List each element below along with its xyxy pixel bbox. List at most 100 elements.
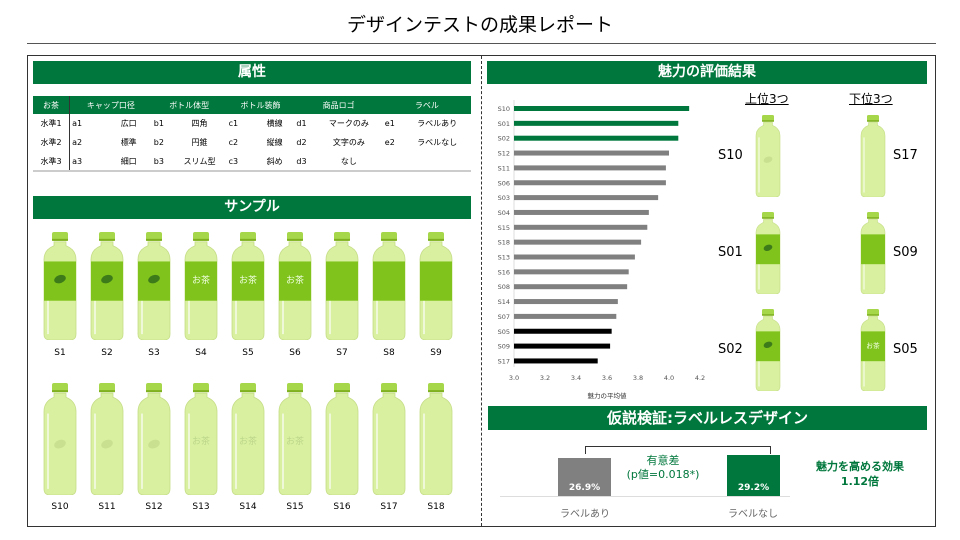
category-label-yes: ラベルあり xyxy=(560,509,610,520)
x-tick-label: 3.8 xyxy=(633,374,643,382)
top-ranked-bottle xyxy=(753,212,783,298)
bottle-icon xyxy=(325,383,359,496)
attribute-value: ラベルあり xyxy=(417,119,458,128)
sample-bottle: お茶 xyxy=(228,383,268,499)
attribute-value: 縦線 xyxy=(266,138,283,147)
bottle-icon xyxy=(755,212,781,295)
attribute-value: 四角 xyxy=(191,119,208,128)
top-ranked-bottle xyxy=(753,309,783,395)
attribute-code: a3 xyxy=(69,152,106,172)
attribute-code: e1 xyxy=(384,119,395,128)
bottle-icon xyxy=(137,383,171,496)
sample-name: S11 xyxy=(98,502,116,512)
bar-S18 xyxy=(514,239,642,245)
attribute-code: c1 xyxy=(228,119,239,128)
attribute-code: a2 xyxy=(72,138,83,147)
bottle-icon xyxy=(43,383,77,496)
category-tick-label: S01 xyxy=(498,120,510,128)
bottom-ranked-bottle: お茶 xyxy=(858,309,888,395)
sample-bottle xyxy=(87,232,127,344)
bottle-icon: お茶 xyxy=(860,309,886,392)
column-header: 商品ロゴ xyxy=(294,96,383,114)
attribute-value: ラベルなし xyxy=(417,138,458,147)
bar-S14 xyxy=(514,299,618,305)
x-axis-label: 魅力の平均値 xyxy=(588,391,628,400)
sample-bottle xyxy=(40,383,80,499)
bottle-icon xyxy=(419,383,453,496)
svg-text:お茶: お茶 xyxy=(192,435,210,447)
bottle-icon xyxy=(419,232,453,341)
sample-name: S1 xyxy=(54,348,66,358)
category-tick-label: S17 xyxy=(498,357,510,365)
effect-title: 魅力を高める効果 xyxy=(816,460,904,473)
bottom-ranked-bottle xyxy=(858,115,888,201)
bar-S07 xyxy=(514,313,617,319)
category-tick-label: S15 xyxy=(498,224,510,232)
bar-label-no: 29.2% xyxy=(727,455,780,496)
bottom3-title: 下位3つ xyxy=(849,92,893,106)
attribute-code: a1 xyxy=(72,119,83,128)
hypothesis-baseline xyxy=(500,496,790,497)
bar-S15 xyxy=(514,224,648,230)
sample-bottle: お茶 xyxy=(181,383,221,499)
svg-text:お茶: お茶 xyxy=(286,435,304,447)
sample-bottle xyxy=(87,383,127,499)
sample-name: S14 xyxy=(239,502,257,512)
column-header: ボトル体型 xyxy=(151,96,227,114)
hypothesis-header: 仮説検証:ラベルレスデザイン xyxy=(488,406,927,430)
sample-bottle xyxy=(134,232,174,344)
attribute-code: d1 xyxy=(296,119,307,128)
category-tick-label: S07 xyxy=(498,313,510,321)
significance-bracket xyxy=(585,446,771,454)
bottom-ranked-name: S17 xyxy=(893,148,918,163)
attribute-code: c2 xyxy=(228,138,239,147)
category-tick-label: S14 xyxy=(498,298,510,306)
bar-S05 xyxy=(514,328,612,334)
effect-value: 1.12倍 xyxy=(840,475,880,488)
attribute-value: スリム型 xyxy=(172,152,227,172)
sample-name: S10 xyxy=(51,502,69,512)
attribute-code: d2 xyxy=(296,138,307,147)
category-tick-label: S18 xyxy=(498,239,510,247)
attribute-value: 文字のみ xyxy=(332,138,365,147)
svg-text:お茶: お茶 xyxy=(239,435,257,447)
sample-name: S17 xyxy=(380,502,398,512)
bar-S16 xyxy=(514,269,629,275)
bar-S11 xyxy=(514,165,666,171)
column-header: ラベル xyxy=(382,96,471,114)
level-cell: 水準3 xyxy=(33,152,71,172)
attribute-value: 円錐 xyxy=(191,138,208,147)
sample-bottle xyxy=(322,232,362,344)
bottle-icon xyxy=(90,383,124,496)
sample-bottle xyxy=(40,232,80,344)
bottom-ranked-name: S09 xyxy=(893,245,918,260)
svg-text:お茶: お茶 xyxy=(239,274,257,286)
samples-header: サンプル xyxy=(33,196,471,219)
attribute-value: 広口 xyxy=(120,119,137,128)
sample-name: S4 xyxy=(195,348,207,358)
bar-S01 xyxy=(514,120,679,126)
category-tick-label: S03 xyxy=(498,194,510,202)
attributes-table: お茶 キャップ口径 ボトル体型 ボトル装飾 商品ロゴ ラベル 水準1 a1 広口 b1 四角 c1 横… xyxy=(33,96,471,172)
bottle-icon: お茶 xyxy=(231,383,265,496)
svg-text:お茶: お茶 xyxy=(286,274,304,286)
attributes-header: 属性 xyxy=(33,61,471,84)
x-tick-label: 3.2 xyxy=(540,374,550,382)
attribute-code: b2 xyxy=(153,138,164,147)
bar-S08 xyxy=(514,284,628,290)
table-row: 水準1 a1 広口 b1 四角 c1 横線 d1 マークのみ e1 ラベルあり xyxy=(33,114,471,133)
bottle-icon xyxy=(755,115,781,198)
bottle-icon: お茶 xyxy=(278,232,312,341)
category-tick-label: S16 xyxy=(498,268,510,276)
sample-name: S15 xyxy=(286,502,304,512)
bottle-icon xyxy=(90,232,124,341)
sample-name: S6 xyxy=(289,348,301,358)
p-value-text: (p値=0.018*) xyxy=(626,468,700,481)
title-rule xyxy=(27,43,936,44)
sample-bottle: お茶 xyxy=(275,383,315,499)
sample-bottle xyxy=(369,232,409,344)
report-frame xyxy=(27,55,936,527)
bar-S09 xyxy=(514,343,611,349)
x-tick-label: 3.4 xyxy=(571,374,581,382)
bottle-icon: お茶 xyxy=(278,383,312,496)
